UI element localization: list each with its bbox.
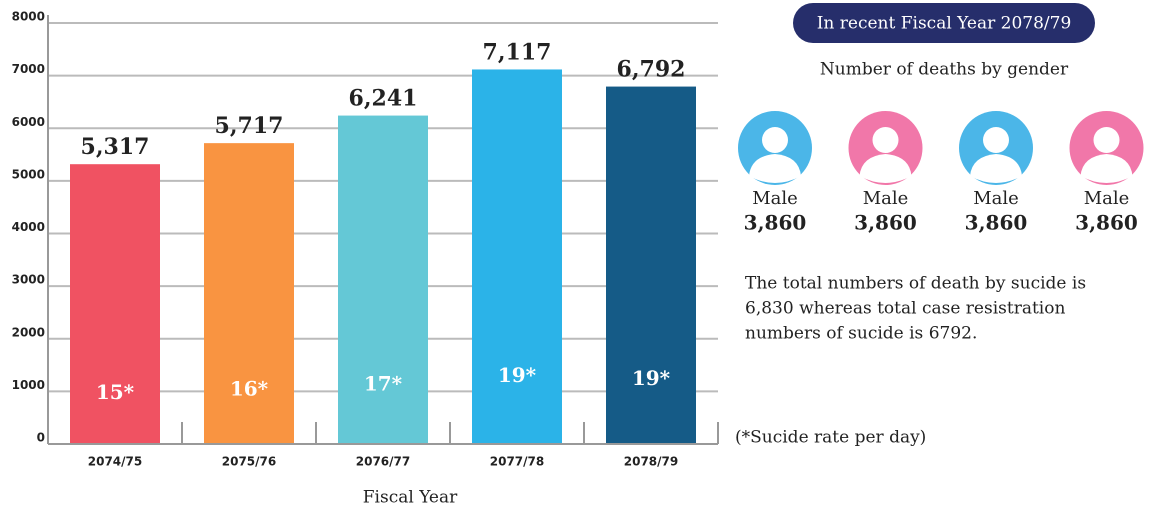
person-label: Male [973,188,1019,209]
footnote: (*Sucide rate per day) [735,428,926,448]
side-subtitle: Number of deaths by gender [820,60,1069,80]
rate-label: 19* [498,363,537,387]
y-tick-label: 3000 [12,273,45,287]
icon-head [1093,127,1120,153]
y-tick-label: 1000 [12,378,45,392]
x-tick-label: 2078/79 [624,455,678,469]
y-tick-label: 6000 [12,115,45,129]
icon-head [872,127,899,153]
bar [606,86,696,445]
x-tick-label: 2077/78 [490,455,544,469]
y-tick-label: 2000 [12,325,45,339]
rate-label: 17* [364,371,403,395]
value-label: 5,717 [215,113,284,139]
person-icon [1069,111,1144,185]
bar [204,143,294,444]
person-icon [848,111,923,185]
rate-label: 19* [632,366,671,390]
icon-body [859,154,912,183]
bar [338,115,428,444]
value-label: 6,241 [349,86,418,112]
person-label: Male [863,188,909,209]
x-tick-label: 2076/77 [356,455,410,469]
bar [70,164,160,444]
icon-head [762,127,788,153]
y-tick-label: 8000 [12,10,45,24]
value-label: 5,317 [81,134,150,160]
person-label: Male [1084,188,1130,209]
value-label: 6,792 [617,57,686,83]
person-value: 3,860 [1075,211,1138,235]
rate-label: 16* [230,376,269,400]
person-icon [738,111,812,185]
y-tick-label: 4000 [12,220,45,234]
rate-label: 15* [96,380,135,404]
icon-body [1080,154,1133,183]
person-icon [959,111,1033,185]
x-tick-label: 2075/76 [222,455,276,469]
badge-text: In recent Fiscal Year 2078/79 [817,14,1072,34]
icon-head [983,127,1009,153]
icon-body [970,154,1022,183]
person-label: Male [752,188,798,209]
icon-body [749,154,801,183]
bar [472,69,562,445]
y-tick-label: 0 [37,431,45,445]
person-value: 3,860 [744,211,807,235]
note-line: numbers of sucide is 6792. [745,324,977,344]
y-tick-label: 5000 [12,167,45,181]
person-value: 3,860 [965,211,1028,235]
y-tick-label: 7000 [12,62,45,76]
person-value: 3,860 [854,211,917,235]
x-tick-label: 2074/75 [88,455,142,469]
badge [793,3,1095,43]
x-axis-title: Fiscal Year [363,488,458,508]
note-line: The total numbers of death by sucide is [745,274,1086,294]
note-line: 6,830 whereas total case resistration [745,299,1065,319]
value-label: 7,117 [483,39,552,65]
